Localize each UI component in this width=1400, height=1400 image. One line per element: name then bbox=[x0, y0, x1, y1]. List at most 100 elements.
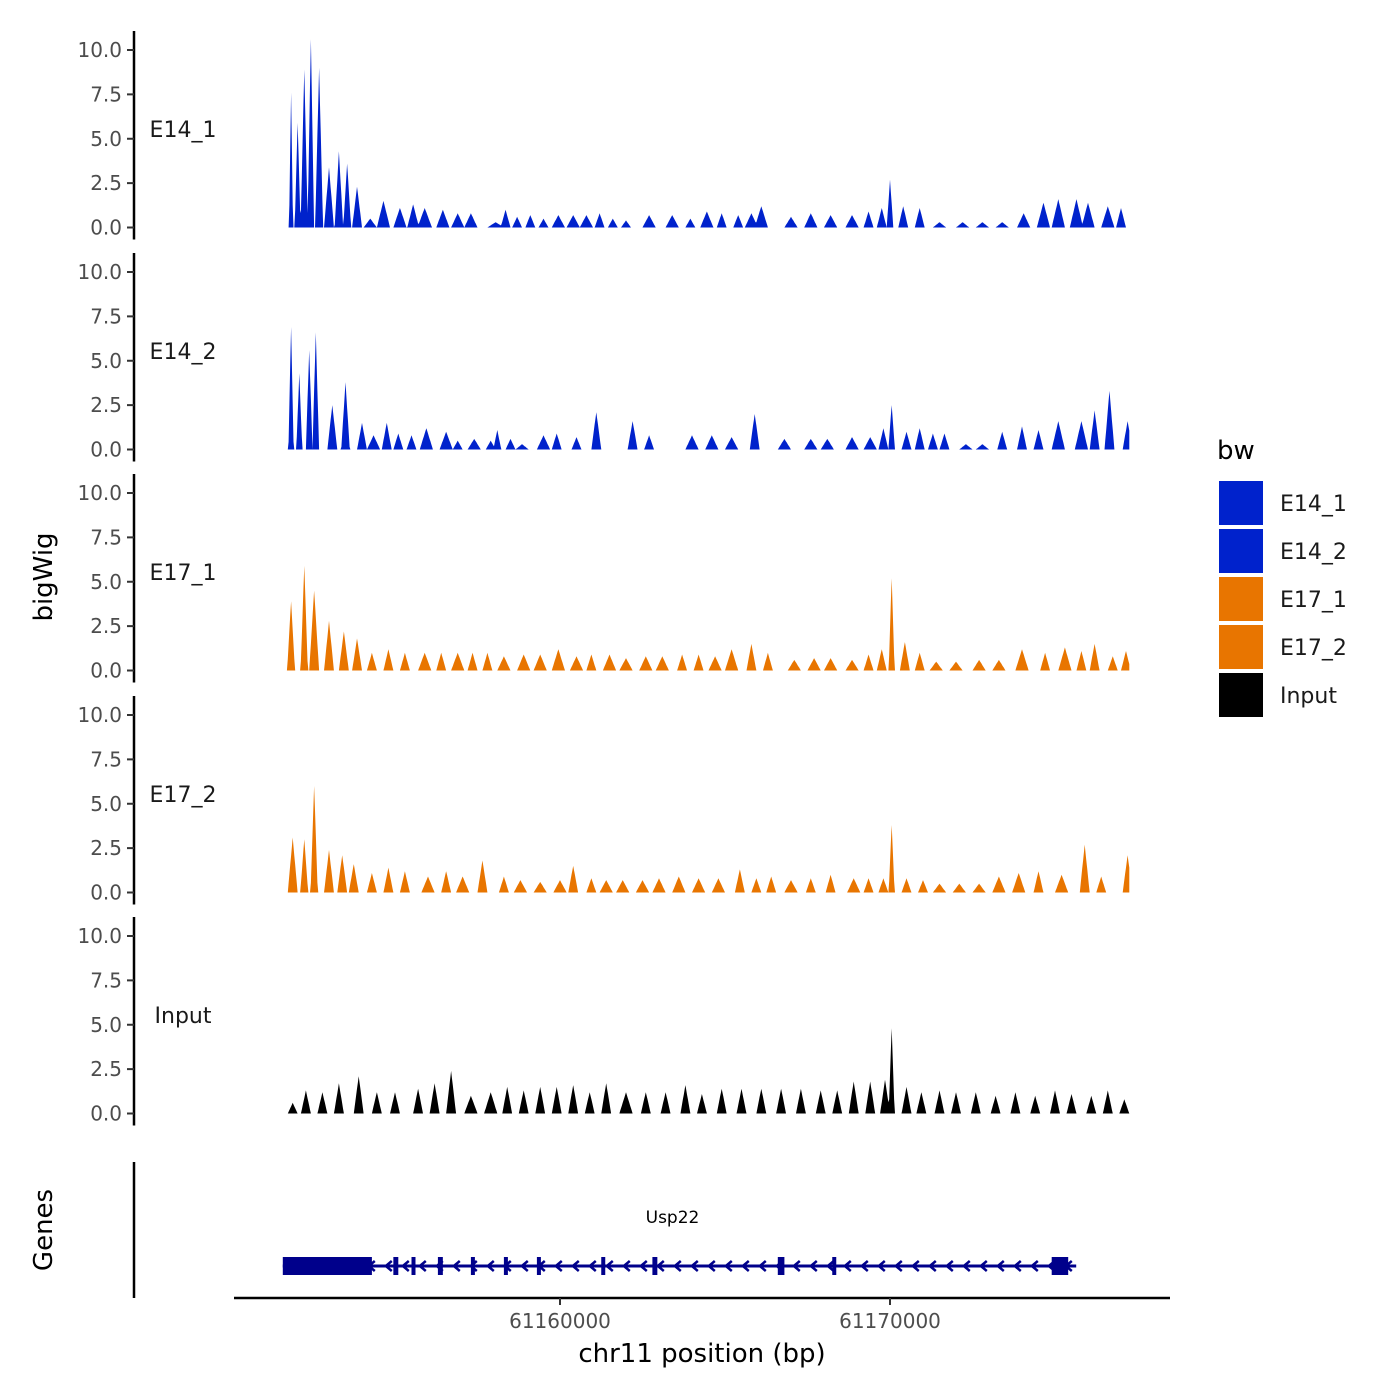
x-tick-label: 61160000 bbox=[509, 1309, 611, 1333]
y-axis-title: bigWig bbox=[29, 532, 59, 621]
x-ticks: 61160000 61170000 bbox=[509, 1298, 941, 1333]
y-tick-label: 5.0 bbox=[90, 349, 122, 373]
y-tick-label: 7.5 bbox=[90, 82, 122, 106]
strand-arrow bbox=[978, 1260, 988, 1272]
y-tick-label: 10.0 bbox=[77, 38, 122, 62]
legend-key bbox=[1217, 671, 1265, 719]
legend-title: bw bbox=[1217, 436, 1255, 466]
legend-key bbox=[1217, 479, 1265, 527]
strand-arrow bbox=[961, 1260, 971, 1272]
strand-arrow bbox=[655, 1260, 665, 1272]
track-panel-E14_2: 0.0 2.5 5.0 7.5 10.0 E14_2 bbox=[77, 253, 1130, 462]
strand-arrow bbox=[740, 1260, 750, 1272]
y-tick-label: 0.0 bbox=[90, 1102, 122, 1126]
y-tick-label: 10.0 bbox=[77, 481, 122, 505]
exon bbox=[393, 1257, 399, 1275]
exon bbox=[777, 1257, 785, 1275]
strand-arrow bbox=[825, 1260, 835, 1272]
exon bbox=[536, 1257, 541, 1275]
track-label: E14_2 bbox=[150, 340, 217, 365]
y-tick-label: 2.5 bbox=[90, 393, 122, 417]
y-tick-label: 7.5 bbox=[90, 304, 122, 328]
legend-label: Input bbox=[1280, 684, 1337, 709]
coverage-area-E17_1 bbox=[284, 565, 1130, 671]
legend-key bbox=[1217, 623, 1265, 671]
exon bbox=[503, 1257, 508, 1275]
track-panel-E17_2: 0.0 2.5 5.0 7.5 10.0 E17_2 bbox=[77, 696, 1130, 905]
exon bbox=[652, 1257, 658, 1275]
gene-label: Usp22 bbox=[646, 1208, 700, 1228]
strand-arrow bbox=[757, 1260, 767, 1272]
x-tick-label: 61170000 bbox=[839, 1309, 941, 1333]
legend-key bbox=[1217, 575, 1265, 623]
track-panel-E17_1: 0.0 2.5 5.0 7.5 10.0 E17_1 bbox=[77, 474, 1130, 683]
y-tick-label: 2.5 bbox=[90, 836, 122, 860]
track-label: Input bbox=[155, 1004, 212, 1029]
strand-arrow bbox=[383, 1260, 393, 1272]
strand-arrow bbox=[689, 1260, 699, 1272]
coverage-area-Input bbox=[284, 1028, 1130, 1114]
exon bbox=[282, 1257, 372, 1275]
track-panel-Input: 0.0 2.5 5.0 7.5 10.0 Input bbox=[77, 917, 1130, 1126]
coverage-area-E14_1 bbox=[284, 39, 1130, 228]
gene-model: Usp22 bbox=[282, 1208, 1077, 1275]
strand-arrow bbox=[910, 1260, 920, 1272]
strand-arrow bbox=[638, 1260, 648, 1272]
legend-items: E14_1 E14_2 E17_1 E17_2 Input bbox=[1217, 479, 1347, 719]
strand-arrow bbox=[893, 1260, 903, 1272]
strand-arrow bbox=[672, 1260, 682, 1272]
y-tick-label: 0.0 bbox=[90, 659, 122, 683]
exon bbox=[437, 1257, 443, 1275]
x-axis: 61160000 61170000 chr11 position (bp) bbox=[234, 1296, 1170, 1369]
exon bbox=[411, 1257, 416, 1275]
strand-arrow bbox=[995, 1260, 1005, 1272]
y-tick-label: 2.5 bbox=[90, 614, 122, 638]
y-tick-label: 10.0 bbox=[77, 924, 122, 948]
exon bbox=[470, 1257, 475, 1275]
y-tick-label: 5.0 bbox=[90, 792, 122, 816]
strand-arrow bbox=[1012, 1260, 1022, 1272]
strand-arrow bbox=[570, 1260, 580, 1272]
y-tick-label: 5.0 bbox=[90, 1013, 122, 1037]
track-label: E17_2 bbox=[150, 783, 217, 808]
strand-arrow bbox=[808, 1260, 818, 1272]
coverage-area-E17_2 bbox=[284, 786, 1130, 893]
y-tick-label: 2.5 bbox=[90, 171, 122, 195]
strand-arrow bbox=[519, 1260, 529, 1272]
strand-arrow bbox=[400, 1260, 410, 1272]
legend-key bbox=[1217, 527, 1265, 575]
strand-arrow bbox=[944, 1260, 954, 1272]
exon bbox=[1051, 1257, 1069, 1275]
legend-label: E14_1 bbox=[1280, 492, 1347, 517]
strand-arrow bbox=[621, 1260, 631, 1272]
y-tick-label: 10.0 bbox=[77, 703, 122, 727]
y-tick-label: 5.0 bbox=[90, 570, 122, 594]
y-tick-label: 0.0 bbox=[90, 881, 122, 905]
strand-arrow bbox=[706, 1260, 716, 1272]
genes-panel: Genes Usp22 bbox=[29, 1162, 1077, 1298]
genes-panel-title: Genes bbox=[29, 1189, 59, 1271]
track-label: E14_1 bbox=[150, 118, 217, 143]
y-tick-label: 5.0 bbox=[90, 127, 122, 151]
exon bbox=[601, 1257, 606, 1275]
track-panels: 0.0 2.5 5.0 7.5 10.0 E14_1 0.0 2.5 5.0 7.5 10.0 E14… bbox=[77, 31, 1130, 1126]
coverage-area-E14_2 bbox=[284, 327, 1130, 450]
strand-arrow bbox=[604, 1260, 614, 1272]
strand-arrow bbox=[553, 1260, 563, 1272]
strand-arrow bbox=[723, 1260, 733, 1272]
y-tick-label: 7.5 bbox=[90, 525, 122, 549]
strand-arrow bbox=[485, 1260, 495, 1272]
legend: bw E14_1 E14_2 E17_1 E17_2 Input bbox=[1217, 436, 1347, 719]
legend-label: E17_1 bbox=[1280, 588, 1347, 613]
y-tick-label: 0.0 bbox=[90, 438, 122, 462]
strand-arrow bbox=[927, 1260, 937, 1272]
strand-arrow bbox=[876, 1260, 886, 1272]
legend-label: E17_2 bbox=[1280, 636, 1347, 661]
y-tick-label: 7.5 bbox=[90, 747, 122, 771]
y-tick-label: 10.0 bbox=[77, 260, 122, 284]
strand-arrow bbox=[791, 1260, 801, 1272]
strand-arrow bbox=[1029, 1260, 1039, 1272]
strand-arrow bbox=[859, 1260, 869, 1272]
y-tick-label: 0.0 bbox=[90, 216, 122, 240]
